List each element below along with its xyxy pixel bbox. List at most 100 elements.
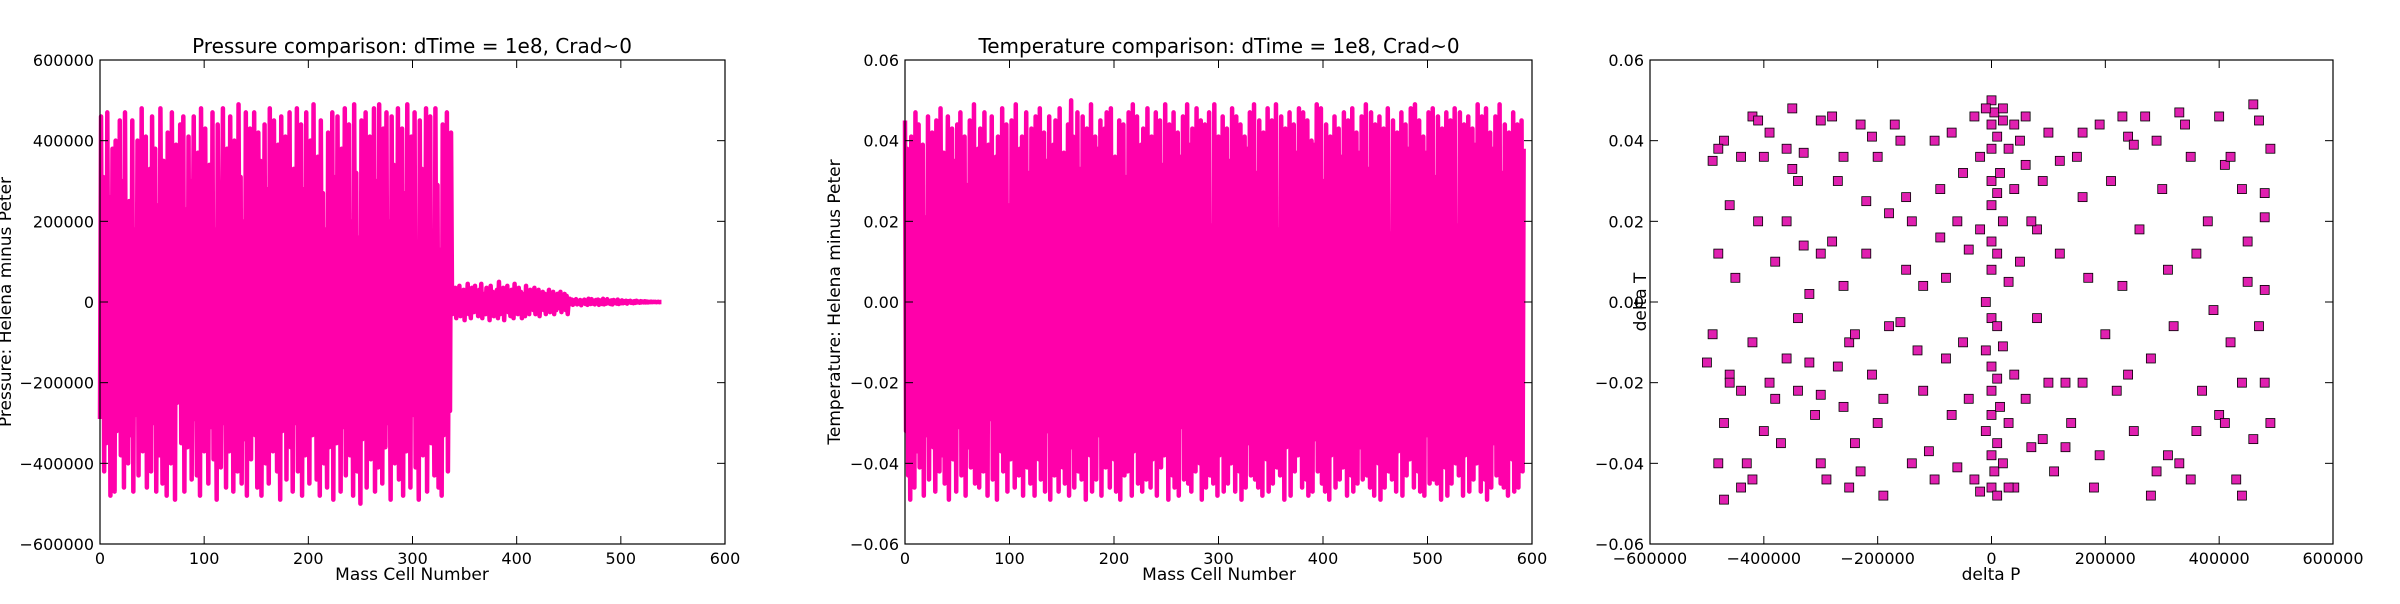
scatter-point	[1702, 357, 1712, 368]
series-line-0	[97, 102, 663, 506]
y-tick-label: 0.02	[863, 212, 899, 231]
scatter-point	[1995, 168, 2005, 178]
scatter-point	[1730, 272, 1741, 283]
scatter-point	[1906, 216, 1917, 227]
x-tick-label: 100	[994, 549, 1025, 568]
scatter-point	[2003, 418, 2014, 428]
scatter-point	[1747, 474, 1758, 485]
scatter-point	[2237, 184, 2247, 194]
scatter-point	[2157, 184, 2168, 194]
scatter-point	[1736, 482, 1746, 493]
scatter-point	[1832, 361, 1843, 372]
scatter-point	[1707, 329, 1718, 340]
scatter-point	[2015, 256, 2025, 267]
scatter-point	[1793, 176, 1803, 186]
scatter-point	[1850, 438, 1860, 449]
x-tick-label: −200000	[1840, 549, 1914, 568]
scatter-point	[1758, 426, 1769, 436]
scatter-point	[1747, 337, 1758, 348]
scatter-point	[1713, 458, 1724, 469]
x-tick-label: −400000	[1727, 549, 1801, 568]
x-tick-label: 0	[1986, 549, 1996, 568]
scatter-point	[2134, 224, 2145, 235]
scatter-point	[2174, 458, 2185, 469]
scatter-point	[1758, 151, 1769, 162]
scatter-point	[1787, 163, 1798, 174]
scatter-point	[1861, 248, 1872, 259]
scatter-point	[2191, 248, 2202, 259]
x-tick-label: 400000	[2189, 549, 2250, 568]
scatter-point	[2054, 248, 2065, 259]
scatter-point	[1878, 393, 1889, 404]
scatter-point	[1855, 119, 1866, 130]
y-tick-label: −0.02	[1595, 374, 1644, 393]
scatter-point	[1827, 111, 1838, 122]
scatter-point	[2003, 482, 2014, 493]
scatter-point	[1776, 438, 1786, 449]
y-tick-label: 0.02	[1608, 212, 1644, 231]
scatter-point	[2214, 410, 2225, 420]
scatter-point	[1753, 115, 1764, 126]
scatter-point	[1986, 176, 1997, 186]
scatter-point	[1986, 200, 1997, 211]
scatter-point	[1764, 377, 1775, 388]
scatter-point	[1986, 264, 1997, 275]
scatter-point	[1895, 317, 1906, 328]
scatter-point	[2083, 272, 2094, 283]
scatter-point	[1986, 119, 1997, 130]
scatter-point	[2117, 280, 2128, 291]
scatter-point	[2123, 369, 2134, 380]
scatter-point	[2185, 151, 2196, 162]
scatter-point	[2077, 127, 2088, 138]
scatter-point	[1787, 103, 1798, 114]
scatter-point	[2219, 418, 2230, 428]
scatter-point	[1713, 248, 1724, 259]
scatter-point	[1901, 192, 1912, 203]
scatter-chart: −600000 −400000 −200000 0 200000 400000 600000…	[1595, 51, 2364, 585]
scatter-point	[1867, 131, 1877, 142]
scatter-point	[2163, 450, 2173, 461]
scatter-point	[1719, 418, 1729, 428]
y-tick-label: −0.02	[850, 374, 899, 393]
scatter-point	[1719, 135, 1729, 146]
scatter-point	[1901, 264, 1912, 275]
scatter-point	[1781, 353, 1792, 364]
scatter-point	[2043, 127, 2054, 138]
scatter-point	[2237, 490, 2247, 501]
x-tick-label: 600000	[2302, 549, 2363, 568]
scatter-point	[1989, 466, 2000, 477]
y-tick-label: 0.00	[1608, 293, 1644, 312]
scatter-point	[2151, 135, 2162, 146]
scatter-point	[2259, 284, 2270, 295]
y-tick-label: 400000	[33, 132, 94, 151]
scatter-point	[2265, 418, 2276, 428]
y-tick-label: 0.04	[1608, 132, 1644, 151]
scatter-point	[1798, 240, 1809, 251]
scatter-point	[1850, 329, 1860, 340]
scatter-point	[1838, 151, 1849, 162]
y-tick-label: −0.04	[850, 454, 899, 473]
scatter-point	[1793, 385, 1803, 396]
scatter-point	[2151, 466, 2162, 477]
scatter-point	[2208, 305, 2219, 315]
scatter-y-axis-label: delta T	[1631, 272, 1651, 331]
scatter-point	[2020, 159, 2031, 170]
pressure-chart-title: Pressure comparison: dTime = 1e8, Crad~0	[192, 34, 632, 58]
scatter-point	[2043, 377, 2054, 388]
scatter-point	[1878, 490, 1889, 501]
scatter-point	[2026, 216, 2037, 227]
temperature-chart: Temperature comparison: dTime = 1e8, Cra…	[825, 34, 1547, 585]
scatter-point	[1986, 143, 1997, 154]
scatter-point	[2066, 418, 2077, 428]
scatter-x-ticks: −600000 −400000 −200000 0 200000 400000 600000	[1613, 60, 2364, 568]
scatter-point	[1997, 103, 2008, 114]
scatter-point	[1992, 438, 2003, 449]
scatter-point	[2128, 426, 2139, 436]
scatter-point	[1861, 196, 1872, 207]
y-tick-label: 0.04	[863, 132, 899, 151]
scatter-point	[1992, 248, 2003, 259]
scatter-point	[1844, 482, 1855, 493]
scatter-point	[2111, 385, 2122, 396]
scatter-point	[2259, 188, 2270, 199]
